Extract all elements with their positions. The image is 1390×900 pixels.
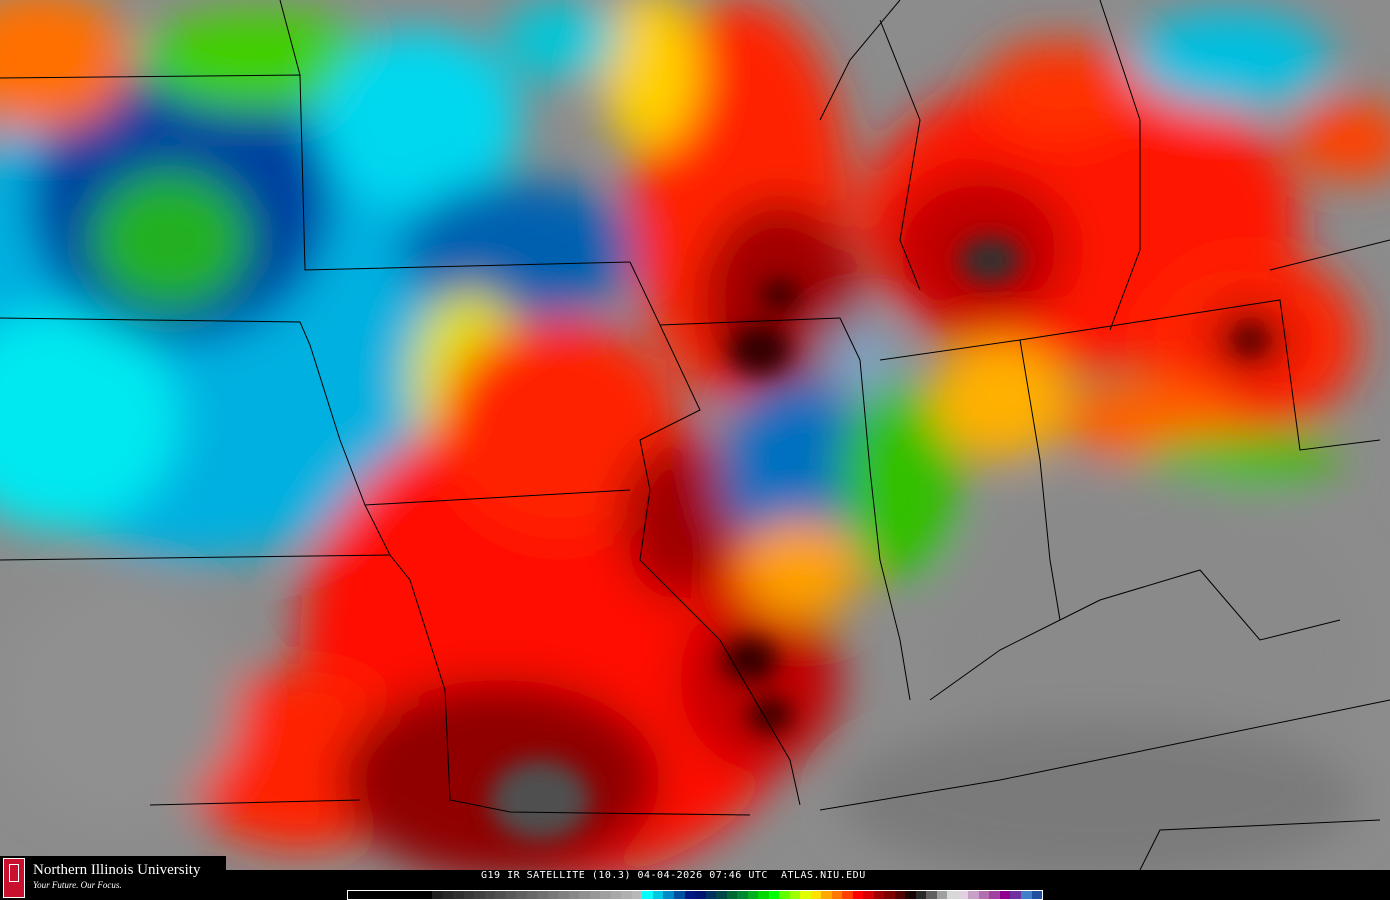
- university-name: Northern Illinois University: [33, 862, 201, 878]
- colorbar-swatch: [863, 891, 874, 899]
- colorbar-swatch: [737, 891, 748, 899]
- satellite-ir-image: [0, 0, 1390, 870]
- colorbar-swatch: [810, 891, 822, 899]
- university-tagline: Your Future. Our Focus.: [33, 880, 122, 890]
- colorbar-swatch: [568, 891, 580, 899]
- colorbar-swatch: [537, 891, 548, 899]
- state-boundaries: [0, 0, 1390, 870]
- temperature-colorbar: [347, 890, 1043, 900]
- colorbar-swatch: [631, 891, 643, 899]
- colorbar-swatch: [474, 891, 485, 899]
- colorbar-swatch: [705, 891, 717, 899]
- colorbar-swatch: [926, 891, 937, 899]
- colorbar-swatch: [369, 891, 380, 899]
- colorbar-swatch: [978, 891, 990, 899]
- colorbar-swatch: [411, 891, 422, 899]
- niu-logo: [0, 856, 226, 900]
- colorbar-swatch: [421, 891, 433, 899]
- colorbar-swatch: [516, 891, 527, 899]
- colorbar-swatch: [558, 891, 569, 899]
- colorbar-swatch: [621, 891, 632, 899]
- cold-cloud-cores: [490, 238, 1266, 840]
- colorbar-swatch: [716, 891, 727, 899]
- product-caption: G19 IR SATELLITE (10.3) 04-04-2026 07:46…: [481, 870, 866, 881]
- colorbar-swatch: [936, 891, 948, 899]
- colorbar-swatch: [526, 891, 538, 899]
- colorbar-swatch: [463, 891, 475, 899]
- colorbar-swatch: [400, 891, 412, 899]
- colorbar-swatch: [642, 891, 653, 899]
- colorbar-swatch: [999, 891, 1011, 899]
- cloud-field: [0, 0, 1390, 870]
- colorbar-swatch: [1031, 891, 1043, 899]
- colorbar-swatch: [453, 891, 464, 899]
- colorbar-swatch: [579, 891, 590, 899]
- colorbar-swatch: [989, 891, 1000, 899]
- colorbar-swatch: [821, 891, 832, 899]
- colorbar-swatch: [842, 891, 853, 899]
- colorbar-swatch: [768, 891, 780, 899]
- colorbar-swatch: [505, 891, 517, 899]
- colorbar-swatch: [600, 891, 611, 899]
- colorbar-swatch: [673, 891, 685, 899]
- colorbar-swatch: [1021, 891, 1032, 899]
- colorbar-swatch: [390, 891, 401, 899]
- colorbar-swatch: [495, 891, 506, 899]
- colorbar-swatch: [547, 891, 559, 899]
- colorbar-swatch: [905, 891, 916, 899]
- colorbar-swatch: [873, 891, 885, 899]
- colorbar-swatch: [610, 891, 622, 899]
- colorbar-swatch: [684, 891, 696, 899]
- colorbar-swatch: [348, 891, 359, 899]
- colorbar-swatch: [695, 891, 706, 899]
- colorbar-swatch: [831, 891, 843, 899]
- colorbar-swatch: [379, 891, 391, 899]
- colorbar-swatch: [884, 891, 895, 899]
- colorbar-swatch: [442, 891, 454, 899]
- colorbar-swatch: [652, 891, 664, 899]
- niu-seal-icon: [3, 858, 25, 898]
- colorbar-swatch: [747, 891, 759, 899]
- colorbar-swatch: [800, 891, 811, 899]
- colorbar-swatch: [663, 891, 674, 899]
- colorbar-swatch: [779, 891, 790, 899]
- colorbar-swatch: [432, 891, 443, 899]
- colorbar-swatch: [789, 891, 801, 899]
- colorbar-swatch: [894, 891, 906, 899]
- colorbar-swatch: [726, 891, 738, 899]
- colorbar-swatch: [758, 891, 769, 899]
- colorbar-swatch: [957, 891, 969, 899]
- colorbar-swatch: [915, 891, 927, 899]
- colorbar-swatch: [947, 891, 958, 899]
- colorbar-swatch: [968, 891, 979, 899]
- colorbar-swatch: [484, 891, 496, 899]
- colorbar-swatch: [1010, 891, 1021, 899]
- colorbar-swatch: [589, 891, 601, 899]
- colorbar-swatch: [358, 891, 370, 899]
- colorbar-swatch: [852, 891, 864, 899]
